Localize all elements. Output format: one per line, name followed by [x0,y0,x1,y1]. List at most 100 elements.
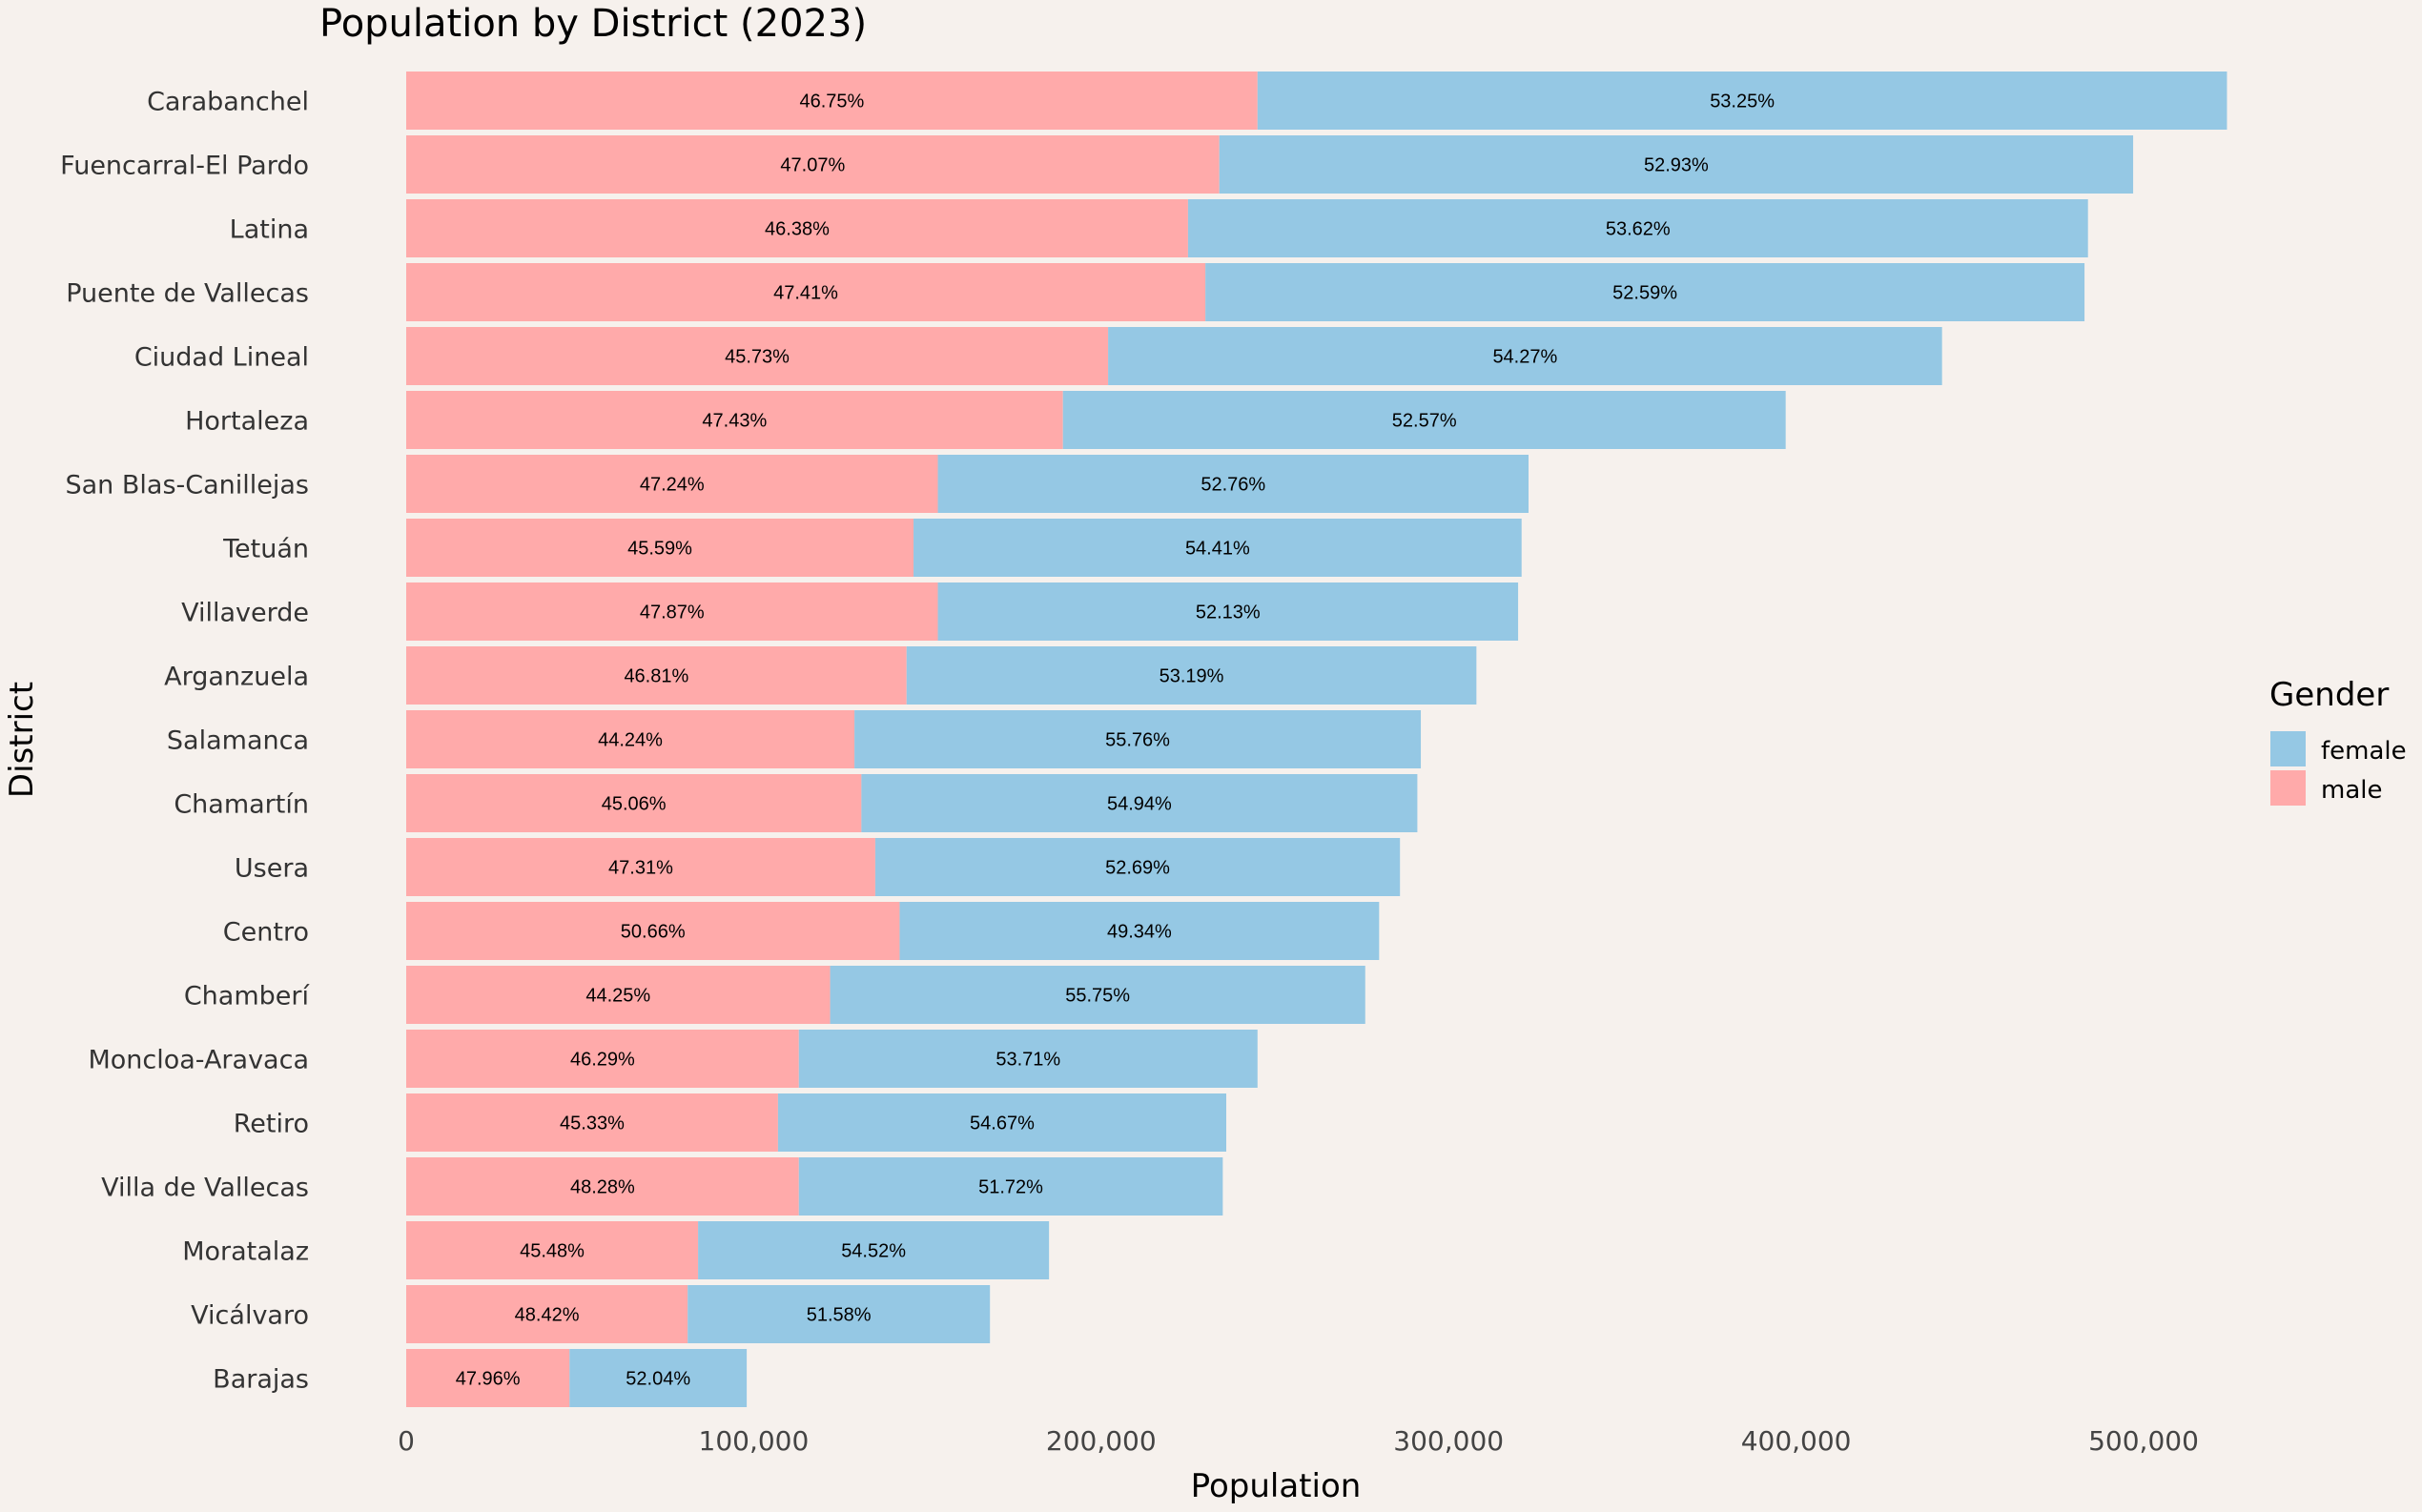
legend: Gender female male [2269,676,2407,806]
bar-label-female-chamber-: 55.75% [1065,986,1130,1007]
x-tick-label: 500,000 [2088,1425,2199,1457]
category-label-salamanca: Salamanca [167,726,309,756]
bar-label-female-retiro: 54.67% [970,1114,1035,1134]
bar-male-arganzuela [406,646,907,705]
bar-label-male-vic-lvaro: 48.42% [515,1305,580,1326]
bar-male-chamber- [406,966,831,1024]
bar-label-female-puente-de-vallecas: 52.59% [1612,283,1677,304]
bar-label-male-tetu-n: 45.59% [627,539,692,560]
bar-label-female-barajas: 52.04% [626,1369,690,1390]
category-label-usera: Usera [235,854,309,884]
bar-female-latina [1187,199,2088,257]
legend-title: Gender [2269,676,2389,714]
bar-female-puente-de-vallecas [1205,263,2085,321]
category-label-retiro: Retiro [234,1110,309,1139]
category-label-barajas: Barajas [213,1365,309,1395]
category-label-chamber-: Chamberí [184,982,311,1011]
bar-female-hortaleza [1062,391,1786,449]
bar-label-female-centro: 49.34% [1107,922,1172,943]
legend-swatch-male [2270,770,2306,806]
plot-area: 46.75% 53.25% 47.07% 52.93% 46.38% 53.62% 47.4… [406,72,2227,1407]
legend-swatch-female [2270,731,2306,766]
bar-female-chamber- [830,966,1365,1024]
bar-male-villaverde [406,582,938,641]
y-axis-title: District [3,682,41,798]
bar-label-male-san-blas-canillejas: 47.24% [640,475,705,496]
bar-label-male-moratalaz: 45.48% [520,1241,585,1262]
bar-male-retiro [406,1093,778,1152]
bar-label-male-ciudad-lineal: 45.73% [725,347,790,368]
bar-female-villa-de-vallecas [798,1157,1223,1216]
bar-female-salamanca [854,710,1422,768]
bar-female-ciudad-lineal [1108,327,1942,385]
bar-male-villa-de-vallecas [406,1157,799,1216]
category-label-moratalaz: Moratalaz [182,1237,309,1267]
bar-label-male-latina: 46.38% [765,219,830,240]
bar-label-female-san-blas-canillejas: 52.76% [1201,475,1265,496]
bar-label-female-villaverde: 52.13% [1196,603,1261,623]
category-label-moncloa-aravaca: Moncloa-Aravaca [88,1046,309,1075]
category-label-chamart-n: Chamartín [174,790,309,820]
bar-label-male-villaverde: 47.87% [640,603,705,623]
bar-female-usera [874,838,1401,896]
category-label-fuencarral-el-pardo: Fuencarral-El Pardo [60,152,309,181]
bar-label-female-latina: 53.62% [1606,219,1671,240]
bar-label-male-chamart-n: 45.06% [602,794,667,815]
bar-label-female-chamart-n: 54.94% [1107,794,1172,815]
bar-label-female-vic-lvaro: 51.58% [807,1305,872,1326]
bar-label-male-moncloa-aravaca: 46.29% [570,1050,635,1071]
category-label-vic-lvaro: Vicálvaro [191,1301,309,1331]
category-label-centro: Centro [223,918,309,948]
x-tick-label: 100,000 [699,1425,810,1457]
bar-female-retiro [777,1093,1226,1152]
category-label-arganzuela: Arganzuela [164,663,309,692]
category-label-tetu-n: Tetuán [222,535,309,564]
bar-label-male-centro: 50.66% [621,922,686,943]
bar-label-male-fuencarral-el-pardo: 47.07% [780,155,845,176]
category-label-carabanchel: Carabanchel [147,88,309,117]
category-label-san-blas-canillejas: San Blas-Canillejas [66,471,310,501]
bar-male-vic-lvaro [406,1285,688,1343]
bar-female-fuencarral-el-pardo [1219,135,2134,194]
category-label-puente-de-vallecas: Puente de Vallecas [66,279,309,309]
bar-male-usera [406,838,875,896]
bar-label-female-ciudad-lineal: 54.27% [1492,347,1557,368]
category-label-villa-de-vallecas: Villa de Vallecas [101,1174,309,1203]
bar-label-female-salamanca: 55.76% [1105,730,1170,751]
bar-male-latina [406,199,1188,257]
bar-label-female-arganzuela: 53.19% [1160,666,1224,687]
bar-label-male-chamber-: 44.25% [585,986,650,1007]
x-tick-label: 200,000 [1046,1425,1157,1457]
bar-male-moratalaz [406,1221,699,1279]
bar-label-male-retiro: 45.33% [560,1114,625,1134]
bar-male-salamanca [406,710,855,768]
bar-label-female-fuencarral-el-pardo: 52.93% [1644,155,1709,176]
bar-female-villaverde [937,582,1519,641]
legend-label-female: female [2321,737,2407,766]
bar-female-chamart-n [861,774,1418,832]
bar-label-female-villa-de-vallecas: 51.72% [978,1177,1043,1198]
x-axis-title: Population [1191,1467,1362,1505]
bar-label-female-hortaleza: 52.57% [1392,411,1457,432]
bar-label-female-moratalaz: 54.52% [841,1241,906,1262]
category-label-latina: Latina [230,215,309,245]
bar-male-hortaleza [406,391,1063,449]
bar-female-arganzuela [906,646,1477,705]
bar-male-chamart-n [406,774,862,832]
bar-female-tetu-n [913,519,1522,577]
bar-label-male-usera: 47.31% [608,858,673,879]
category-labels: Carabanchel Fuencarral-El Pardo Latina Puen… [60,88,310,1395]
bar-male-san-blas-canillejas [406,455,938,513]
category-label-villaverde: Villaverde [181,599,309,628]
bar-label-male-barajas: 47.96% [456,1369,521,1390]
bar-label-female-tetu-n: 54.41% [1185,539,1250,560]
category-label-hortaleza: Hortaleza [185,407,309,437]
bar-male-moncloa-aravaca [406,1030,799,1088]
bar-female-san-blas-canillejas [937,455,1529,513]
bar-label-female-usera: 52.69% [1105,858,1170,879]
bar-female-moncloa-aravaca [798,1030,1258,1088]
x-axis-ticks: 0 100,000 200,000 300,000 400,000 500,000 [398,1425,2199,1457]
bar-female-barajas [569,1349,748,1407]
bar-male-fuencarral-el-pardo [406,135,1220,194]
